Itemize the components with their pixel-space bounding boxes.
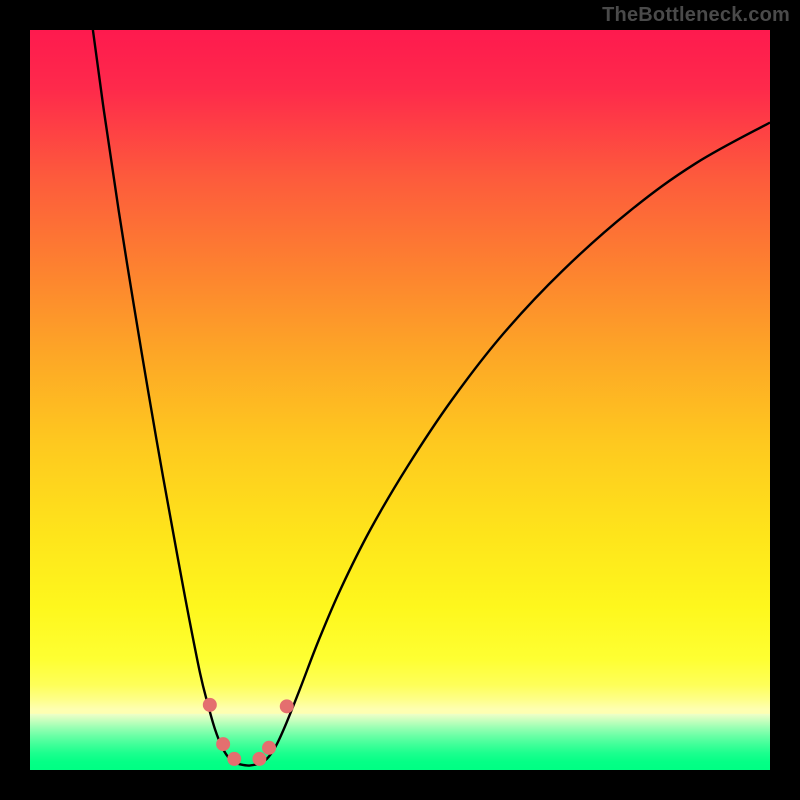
plot-area bbox=[30, 30, 770, 770]
chart-svg bbox=[30, 30, 770, 770]
marker-dot bbox=[203, 698, 216, 711]
marker-dot bbox=[280, 700, 293, 713]
marker-dot bbox=[228, 752, 241, 765]
gradient-background bbox=[30, 30, 770, 770]
marker-dot bbox=[253, 752, 266, 765]
marker-dot bbox=[263, 741, 276, 754]
marker-dot bbox=[217, 738, 230, 751]
chart-canvas: TheBottleneck.com bbox=[0, 0, 800, 800]
watermark-text: TheBottleneck.com bbox=[602, 4, 790, 27]
green-band bbox=[30, 714, 770, 770]
